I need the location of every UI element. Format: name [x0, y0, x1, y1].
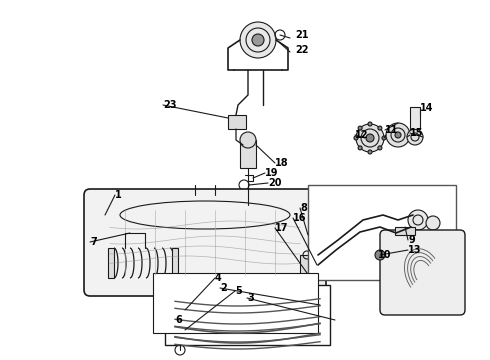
Text: 2: 2 [220, 283, 227, 293]
Text: 19: 19 [265, 168, 278, 178]
Text: 1: 1 [115, 190, 122, 200]
Text: 8: 8 [300, 203, 307, 213]
Circle shape [358, 126, 362, 130]
Circle shape [368, 150, 372, 154]
Text: 20: 20 [268, 178, 281, 188]
Text: 3: 3 [247, 293, 254, 303]
Text: 23: 23 [163, 100, 176, 110]
Text: 21: 21 [295, 30, 309, 40]
Circle shape [356, 124, 384, 152]
Bar [153, 273, 318, 333]
Circle shape [378, 126, 382, 130]
Circle shape [358, 146, 362, 150]
Circle shape [378, 146, 382, 150]
Text: 14: 14 [420, 103, 434, 113]
Bar [300, 255, 314, 275]
Circle shape [240, 22, 276, 58]
Text: 22: 22 [295, 45, 309, 55]
Circle shape [354, 136, 358, 140]
Text: 10: 10 [378, 250, 392, 260]
Text: 5: 5 [235, 286, 242, 296]
Bar [165, 285, 330, 345]
Text: 4: 4 [215, 273, 222, 283]
Bar [172, 248, 178, 278]
Circle shape [382, 136, 386, 140]
Text: 6: 6 [175, 315, 182, 325]
Circle shape [366, 134, 374, 142]
Bar [410, 107, 420, 129]
Text: 9: 9 [408, 235, 415, 245]
Text: 17: 17 [275, 223, 289, 233]
Bar [395, 227, 415, 235]
Text: 18: 18 [275, 158, 289, 168]
Bar [108, 248, 114, 278]
Bar [308, 185, 456, 280]
Bar [317, 260, 329, 274]
Bar [240, 140, 256, 168]
FancyBboxPatch shape [380, 230, 465, 315]
Circle shape [386, 123, 410, 147]
Text: 13: 13 [408, 245, 421, 255]
Circle shape [408, 210, 428, 230]
Text: 7: 7 [90, 237, 97, 247]
Text: 16: 16 [293, 213, 307, 223]
Text: 15: 15 [410, 128, 423, 138]
Text: 12: 12 [355, 130, 368, 140]
Circle shape [407, 129, 423, 145]
Circle shape [375, 250, 385, 260]
Text: 11: 11 [385, 125, 398, 135]
Circle shape [252, 34, 264, 46]
FancyBboxPatch shape [84, 189, 326, 296]
Circle shape [240, 132, 256, 148]
Circle shape [395, 132, 401, 138]
Circle shape [426, 216, 440, 230]
Circle shape [368, 122, 372, 126]
Bar [228, 115, 246, 129]
